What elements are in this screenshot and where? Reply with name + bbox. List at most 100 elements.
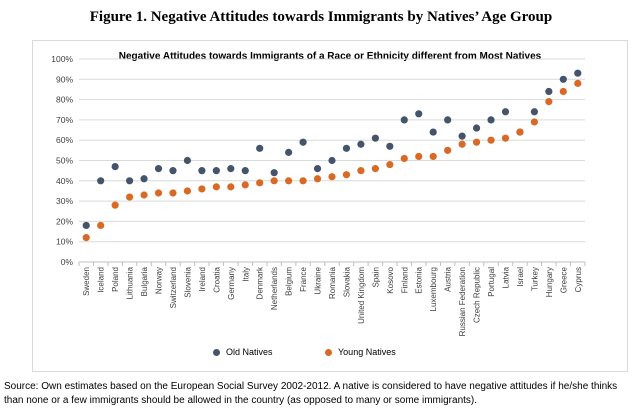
old-natives-point [313, 165, 322, 173]
old-natives-point [357, 140, 365, 148]
x-tick-label: Ireland [198, 267, 207, 291]
x-tick-label: Croatia [212, 266, 221, 292]
young-natives-point [270, 177, 278, 185]
young-natives-point [429, 152, 437, 161]
young-natives-point [516, 128, 524, 136]
young-natives-point [371, 165, 379, 173]
x-tick-label: Turkey [530, 267, 539, 291]
x-tick-label: Portugal [487, 267, 496, 297]
legend-item-old: Old Natives [213, 347, 273, 357]
old-natives-point [198, 167, 206, 175]
young-natives-point [140, 191, 148, 199]
x-tick-label: Sweden [82, 267, 91, 296]
x-tick-label: Denmark [256, 266, 265, 299]
x-tick-label: Latvia [501, 266, 510, 288]
old-natives-point [574, 69, 582, 77]
scatter-plot: 0% 10% 20% 30% 40% 50% 60% 70% 80% 90% 100% Sweden I… [51, 54, 586, 336]
old-natives-point [154, 165, 163, 173]
young-natives-point [415, 152, 423, 161]
old-natives-point [227, 165, 235, 173]
old-natives-point [386, 142, 394, 150]
chart-area: Negative Attitudes towards Immigrants of… [32, 40, 628, 372]
young-natives-point [386, 160, 394, 169]
young-natives-point [154, 189, 163, 197]
young-natives-point [299, 177, 307, 185]
legend-label-old: Old Natives [226, 347, 273, 357]
source-note: Source: Own estimates based on the Europ… [4, 381, 618, 406]
young-natives-point [545, 98, 553, 106]
young-natives-point [313, 175, 322, 183]
old-natives-point [299, 138, 307, 146]
old-natives-point [97, 177, 105, 185]
old-natives-point [545, 87, 553, 96]
x-tick-label: Finland [400, 267, 409, 293]
x-tick-label: Austria [444, 266, 453, 291]
x-tick-label: Bulgaria [140, 266, 149, 296]
old-natives-point [169, 167, 177, 175]
old-natives-point [472, 124, 481, 132]
x-tick-label: Netherlands [270, 267, 279, 310]
x-tick-label: Romania [328, 266, 337, 299]
young-natives-point [574, 79, 582, 87]
x-tick-label: Spain [371, 267, 380, 287]
x-tick-label: Iceland [97, 267, 106, 293]
old-natives-point [285, 148, 293, 156]
old-natives-point [415, 110, 423, 118]
old-natives-point [429, 128, 437, 136]
young-natives-point [97, 221, 105, 230]
young-natives-point [111, 201, 119, 209]
old-natives-point [270, 169, 278, 177]
young-natives-point [198, 185, 206, 193]
chart-title: Negative Attitudes towards Immigrants of… [118, 51, 542, 62]
young-natives-point [183, 187, 192, 195]
young-natives-point [530, 118, 538, 126]
old-natives-point [111, 162, 119, 171]
x-tick-label: Belgium [285, 267, 294, 296]
old-natives-point [256, 144, 264, 152]
legend-marker-old [213, 348, 220, 356]
x-tick-label: Hungary [545, 267, 554, 297]
x-tick-label: Switzerland [169, 267, 178, 308]
x-tick-label: Italy [241, 267, 250, 282]
x-tick-label: Poland [111, 267, 120, 292]
old-natives-point [342, 144, 351, 152]
x-tick-label: Germany [227, 267, 236, 300]
x-tick-label: Norway [155, 267, 164, 294]
x-tick-label: Slovakia [342, 266, 351, 297]
old-natives-point [241, 167, 249, 175]
young-natives-point [169, 189, 177, 197]
old-natives-point [212, 167, 220, 175]
young-natives-point [501, 134, 510, 142]
young-natives-point [285, 177, 293, 185]
young-natives-point [82, 234, 90, 242]
old-natives-point [487, 116, 495, 124]
young-natives-point [241, 181, 249, 189]
old-natives-point [559, 75, 567, 83]
young-natives-point [458, 140, 466, 148]
young-natives-point [212, 183, 220, 191]
old-natives-point [371, 134, 379, 142]
old-natives-point [458, 132, 466, 140]
x-tick-label: Israel [516, 267, 525, 287]
x-tick-label: Slovenia [183, 266, 192, 297]
x-tick-label: Czech Republic [473, 267, 482, 323]
y-tick-label: 50% [56, 156, 73, 166]
x-tick-label: Cyprus [574, 267, 583, 292]
y-tick-label: 40% [56, 176, 73, 186]
y-tick-label: 70% [56, 115, 73, 125]
x-tick-label: Luxembourg [429, 267, 438, 311]
young-natives-point [472, 138, 481, 146]
x-tick-label: Estonia [415, 266, 424, 293]
legend-item-young: Young Natives [325, 347, 396, 357]
y-tick-label: 20% [56, 216, 73, 226]
young-natives-point [400, 154, 408, 163]
x-tick-label: France [299, 266, 308, 291]
young-natives-point [559, 87, 567, 96]
young-natives-point [126, 193, 134, 201]
y-tick-label: 30% [56, 196, 73, 206]
old-natives-point [183, 156, 192, 165]
old-natives-point [444, 116, 452, 124]
old-natives-point [82, 221, 90, 230]
y-tick-label: 0% [61, 257, 74, 267]
young-natives-point [256, 179, 264, 187]
